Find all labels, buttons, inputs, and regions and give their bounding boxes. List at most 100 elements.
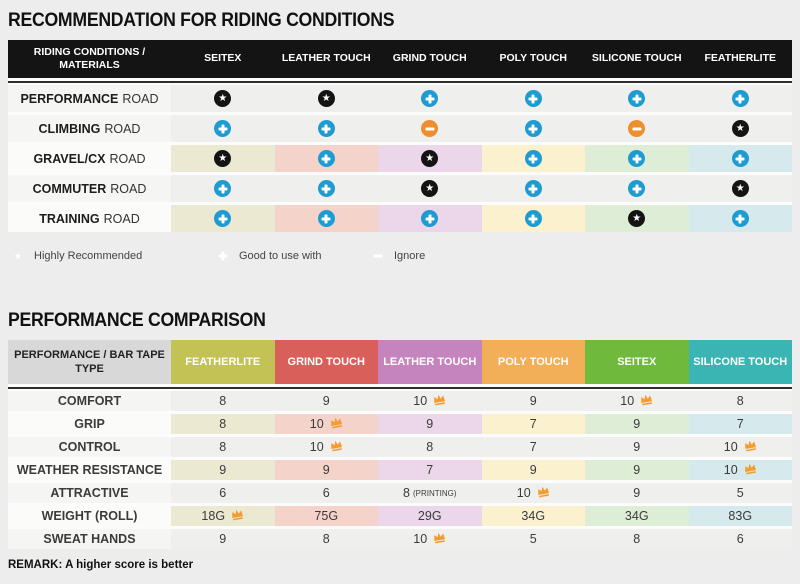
score-cell: 9 xyxy=(171,460,275,480)
minus-icon xyxy=(628,120,646,137)
score-cell: 9 xyxy=(585,414,689,434)
score-cell: 9 xyxy=(171,529,275,549)
plus-icon xyxy=(215,248,231,264)
score-cell: 29G xyxy=(378,506,482,526)
score-value: 9 xyxy=(219,463,227,477)
row-label: TRAINING ROAD xyxy=(8,205,171,232)
score-suffix: (PRINTING) xyxy=(412,488,457,498)
rating-cell: ★ xyxy=(585,205,689,232)
column-header: SILICONE TOUCH xyxy=(688,340,792,384)
crown-icon xyxy=(743,439,758,455)
legend-item-ignore: Ignore xyxy=(370,248,425,264)
score-cell: 9 xyxy=(274,391,378,411)
rating-cell: ★ xyxy=(688,115,792,142)
rating-cell xyxy=(481,85,585,112)
score-value: 9 xyxy=(322,394,330,408)
score-value: 7 xyxy=(736,417,744,431)
star-icon: ★ xyxy=(731,180,749,197)
crown-icon xyxy=(329,439,344,455)
rating-cell xyxy=(171,175,275,202)
row-label-rest: ROAD xyxy=(110,181,147,196)
score-value: 34G xyxy=(521,509,546,523)
score-cell: 8 xyxy=(378,437,482,457)
score-value: 9 xyxy=(426,417,434,431)
row-label-strong: PERFORMANCE xyxy=(20,91,119,106)
score-value: 9 xyxy=(633,417,641,431)
score-cell: 83G xyxy=(688,506,792,526)
score-cell: 8 xyxy=(171,391,275,411)
plus-icon xyxy=(731,150,749,167)
section-title-riding-conditions: RECOMMENDATION FOR RIDING CONDITIONS xyxy=(8,10,395,31)
score-value: 9 xyxy=(322,463,330,477)
row-label-rest: ROAD xyxy=(109,151,146,166)
column-header: LEATHER TOUCH xyxy=(281,52,371,65)
table-row: COMFORT 8 9 10 9 10 8 xyxy=(8,391,792,411)
score-cell: 7 xyxy=(481,414,585,434)
crown-icon xyxy=(432,393,447,409)
rating-cell xyxy=(171,115,275,142)
star-icon: ★ xyxy=(421,180,439,197)
rating-cell xyxy=(481,205,585,232)
score-cell: 10 xyxy=(688,460,792,480)
plus-icon xyxy=(731,210,749,227)
rating-cell xyxy=(274,115,378,142)
column-header: SEITEX xyxy=(585,340,689,384)
legend-label: Highly Recommended xyxy=(34,250,143,262)
table-row: GRAVEL/CX ROAD ★ ★ xyxy=(8,145,792,172)
score-cell: 8 xyxy=(274,529,378,549)
rating-cell xyxy=(171,205,275,232)
table-row: CLIMBING ROAD ★ xyxy=(8,115,792,142)
legend: ★ Highly Recommended Good to use with Ig… xyxy=(10,248,792,264)
star-icon: ★ xyxy=(628,210,646,227)
score-cell: 10 xyxy=(274,437,378,457)
column-header: FEATHERLITE xyxy=(704,52,777,65)
rating-cell: ★ xyxy=(378,145,482,172)
row-label: COMFORT xyxy=(8,391,171,411)
score-cell: 5 xyxy=(481,529,585,549)
score-cell: 8 (PRINTING) xyxy=(378,483,482,503)
score-value: 7 xyxy=(426,463,434,477)
table-row: PERFORMANCE ROAD ★ ★ xyxy=(8,85,792,112)
section-title-performance-comparison: PERFORMANCE COMPARISON xyxy=(8,310,266,331)
row-label-strong: COMMUTER xyxy=(32,181,107,196)
rating-cell xyxy=(378,115,482,142)
rating-cell xyxy=(688,205,792,232)
row-label: GRAVEL/CX ROAD xyxy=(8,145,171,172)
plus-icon xyxy=(731,90,749,107)
score-value: 6 xyxy=(736,532,744,546)
score-value: 75G xyxy=(314,509,339,523)
plus-icon xyxy=(317,180,335,197)
rating-cell xyxy=(274,175,378,202)
plus-icon xyxy=(317,120,335,137)
rating-cell xyxy=(274,205,378,232)
score-value: 10 xyxy=(723,463,738,477)
row-label: ATTRACTIVE xyxy=(8,483,171,503)
header-divider xyxy=(8,81,792,83)
score-cell: 9 xyxy=(481,460,585,480)
score-value: 10 xyxy=(413,532,428,546)
score-cell: 10 xyxy=(378,391,482,411)
score-value: 9 xyxy=(219,532,227,546)
star-icon: ★ xyxy=(13,251,23,261)
score-cell: 7 xyxy=(378,460,482,480)
score-cell: 10 xyxy=(274,414,378,434)
table-row: ATTRACTIVE 6 6 8 (PRINTING) 10 9 5 xyxy=(8,483,792,503)
plus-icon xyxy=(524,150,542,167)
rating-cell xyxy=(585,115,689,142)
row-label-strong: GRAVEL/CX xyxy=(33,151,106,166)
performance-comparison-table: PERFORMANCE / BAR TAPE TYPE FEATHERLITE GR… xyxy=(8,340,792,549)
score-value: 6 xyxy=(322,486,330,500)
table-row: WEIGHT (ROLL) 18G 75G 29G 34G 34G 83G xyxy=(8,506,792,526)
row-label-strong: TRAINING xyxy=(39,211,100,226)
score-cell: 8 xyxy=(585,529,689,549)
column-header: SILICONE TOUCH xyxy=(591,52,682,65)
score-cell: 34G xyxy=(481,506,585,526)
rating-cell xyxy=(481,145,585,172)
rating-cell xyxy=(481,115,585,142)
legend-item-good-to-use: Good to use with xyxy=(215,248,370,264)
rating-cell xyxy=(585,85,689,112)
star-icon: ★ xyxy=(421,150,439,167)
score-value: 9 xyxy=(633,463,641,477)
riding-conditions-table: RIDING CONDITIONS / MATERIALS SEITEX LEATH… xyxy=(8,40,792,232)
